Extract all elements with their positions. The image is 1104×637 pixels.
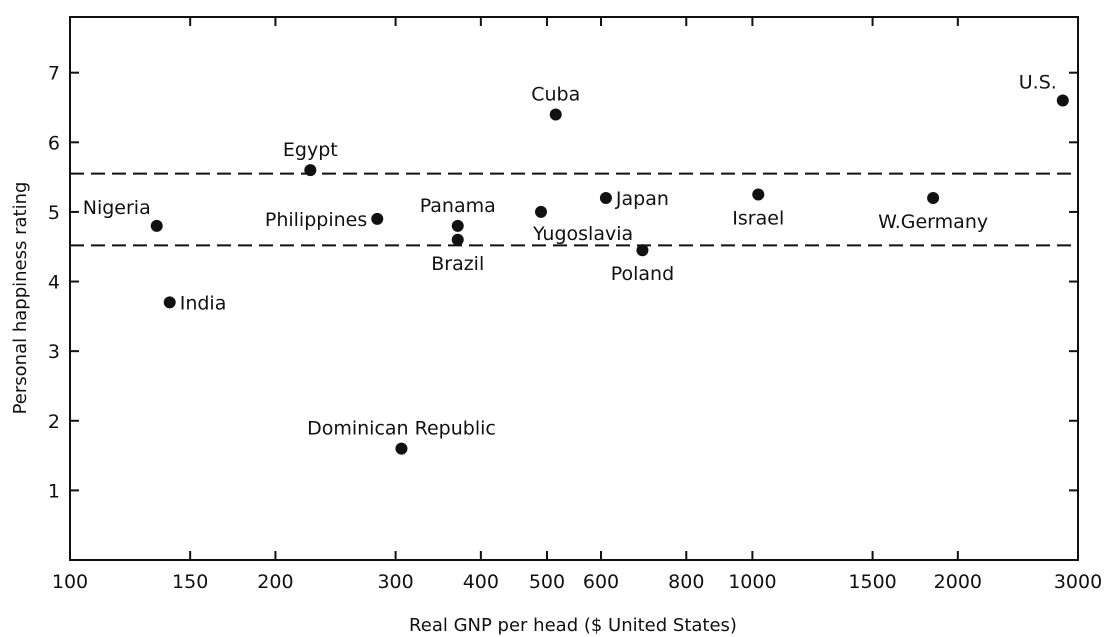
data-point [451, 219, 464, 232]
x-tick-label: 150 [172, 571, 208, 593]
data-point [636, 244, 649, 257]
point-label: Philippines [265, 209, 367, 231]
y-tick-label: 5 [48, 202, 60, 224]
point-label: Dominican Republic [307, 418, 496, 440]
y-tick-label: 3 [48, 341, 60, 363]
point-label: Poland [611, 263, 674, 285]
x-tick-label: 3000 [1054, 571, 1102, 593]
point-label: Japan [615, 188, 669, 210]
point-label: India [180, 292, 227, 314]
y-tick-label: 6 [48, 132, 60, 154]
x-tick-label: 600 [583, 571, 619, 593]
x-tick-label: 200 [257, 571, 293, 593]
data-point [150, 219, 163, 232]
x-tick-label: 1500 [848, 571, 896, 593]
data-point [599, 192, 612, 204]
point-label: Yugoslavia [532, 223, 633, 245]
y-tick-label: 7 [48, 63, 60, 85]
y-tick-label: 1 [48, 480, 60, 502]
point-label: U.S. [1019, 72, 1057, 94]
point-label: Cuba [531, 83, 580, 105]
y-tick-label: 2 [48, 411, 60, 433]
plot-frame [69, 16, 1079, 561]
point-label: Egypt [283, 139, 338, 161]
data-point [395, 442, 408, 455]
data-point [534, 205, 547, 218]
point-label: Nigeria [83, 197, 151, 219]
x-tick-label: 1000 [728, 571, 776, 593]
point-label: W.Germany [878, 211, 988, 233]
data-point [304, 164, 317, 177]
x-tick-label: 300 [377, 571, 413, 593]
point-label: Panama [420, 195, 496, 217]
x-tick-label: 400 [463, 571, 499, 593]
point-label: Israel [732, 208, 784, 230]
x-tick-label: 2000 [934, 571, 982, 593]
data-point [1056, 94, 1069, 107]
x-tick-label: 100 [52, 571, 88, 593]
point-label: Brazil [431, 253, 484, 275]
x-tick-label: 800 [668, 571, 704, 593]
data-point [927, 192, 940, 204]
y-axis-title: Personal happiness rating [10, 182, 31, 415]
data-point [752, 188, 765, 201]
x-axis-title: Real GNP per head ($ United States) [409, 615, 737, 636]
data-point [163, 296, 176, 309]
y-tick-label: 4 [48, 272, 60, 294]
data-point [371, 212, 384, 225]
x-tick-label: 500 [529, 571, 565, 593]
data-point [451, 233, 464, 246]
data-point [549, 108, 562, 121]
